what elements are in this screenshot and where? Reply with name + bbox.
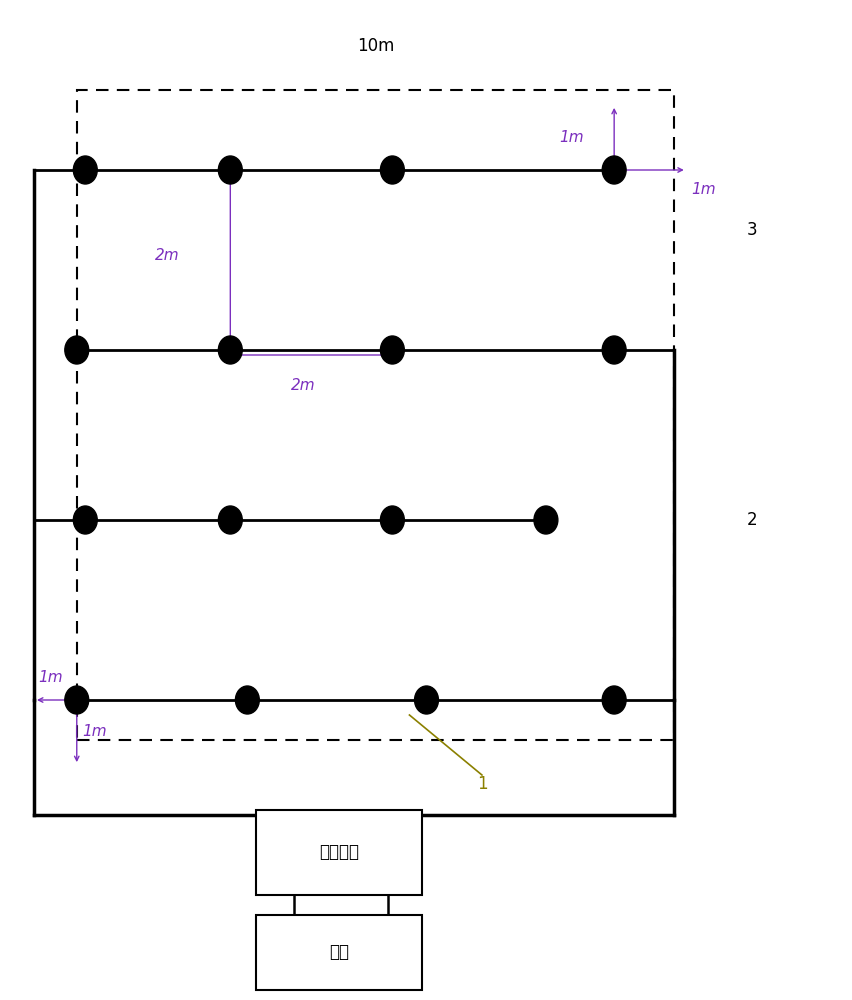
Circle shape: [533, 506, 557, 534]
Bar: [77, 90, 673, 740]
Circle shape: [602, 686, 625, 714]
Circle shape: [65, 336, 89, 364]
Circle shape: [235, 686, 259, 714]
Text: 电源: 电源: [329, 944, 348, 962]
Text: 1m: 1m: [38, 670, 63, 685]
Circle shape: [65, 686, 89, 714]
Circle shape: [73, 506, 97, 534]
Circle shape: [414, 686, 438, 714]
Text: 2m: 2m: [154, 247, 179, 262]
Text: 控制中枢: 控制中枢: [319, 844, 359, 861]
Text: 1: 1: [476, 775, 486, 793]
Circle shape: [73, 156, 97, 184]
Text: 1m: 1m: [559, 129, 584, 144]
Circle shape: [380, 336, 404, 364]
Circle shape: [218, 336, 242, 364]
Circle shape: [218, 506, 242, 534]
Circle shape: [380, 506, 404, 534]
Text: 2m: 2m: [291, 378, 314, 393]
Bar: [256, 810, 422, 895]
Text: 3: 3: [746, 221, 756, 239]
Bar: [256, 915, 422, 990]
Text: 1m: 1m: [690, 182, 715, 197]
Circle shape: [602, 156, 625, 184]
Text: 1m: 1m: [83, 724, 107, 740]
Circle shape: [602, 336, 625, 364]
Circle shape: [380, 156, 404, 184]
Circle shape: [218, 156, 242, 184]
Text: 10m: 10m: [356, 37, 394, 55]
Text: 2: 2: [746, 511, 756, 529]
